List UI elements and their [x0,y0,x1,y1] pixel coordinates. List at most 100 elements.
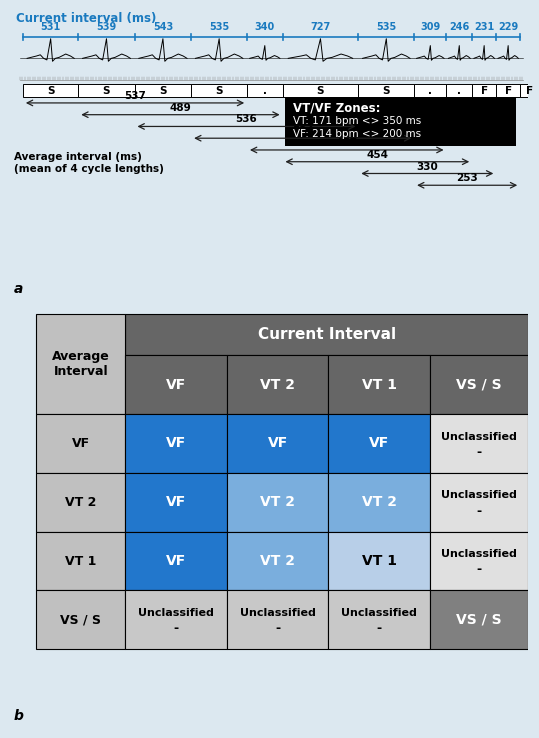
FancyBboxPatch shape [23,84,78,97]
Text: VF: VF [166,495,186,509]
Text: -: - [476,446,481,459]
Text: 535: 535 [376,22,396,32]
FancyBboxPatch shape [328,355,430,414]
Text: -: - [174,622,179,635]
Text: VT 2: VT 2 [65,496,96,508]
Text: 539: 539 [96,22,116,32]
Text: S: S [317,86,324,96]
FancyBboxPatch shape [358,84,414,97]
Text: S: S [383,86,390,96]
FancyBboxPatch shape [36,414,126,473]
FancyBboxPatch shape [227,414,328,473]
Text: -: - [275,622,280,635]
Text: F: F [526,86,533,96]
FancyBboxPatch shape [520,84,538,97]
Text: VF: VF [267,436,288,450]
Text: S: S [216,86,223,96]
FancyBboxPatch shape [36,590,126,649]
FancyBboxPatch shape [227,590,328,649]
Text: Unclassified: Unclassified [240,608,315,618]
Text: VF: 214 bpm <> 200 ms: VF: 214 bpm <> 200 ms [293,129,421,139]
FancyBboxPatch shape [285,97,516,146]
Text: Current interval (ms): Current interval (ms) [16,13,156,25]
Text: Unclassified: Unclassified [341,608,417,618]
Text: 543: 543 [153,22,173,32]
Text: Unclassified: Unclassified [441,491,517,500]
FancyBboxPatch shape [496,84,520,97]
FancyBboxPatch shape [247,84,282,97]
Text: 489: 489 [170,103,191,113]
Text: .: . [429,86,432,96]
Text: VF: VF [72,437,90,450]
Text: .: . [457,86,461,96]
Text: 340: 340 [254,22,275,32]
Text: VF: VF [166,378,186,392]
Text: .: . [263,86,267,96]
FancyBboxPatch shape [126,531,227,590]
FancyBboxPatch shape [126,590,227,649]
Text: 477: 477 [336,138,358,148]
Text: VF: VF [166,436,186,450]
FancyBboxPatch shape [36,531,126,590]
FancyBboxPatch shape [430,473,528,531]
Text: VT 1: VT 1 [362,378,397,392]
FancyBboxPatch shape [328,414,430,473]
Text: VF: VF [166,554,186,568]
Text: -: - [476,563,481,576]
Text: VS / S: VS / S [60,613,101,627]
FancyBboxPatch shape [446,84,472,97]
FancyBboxPatch shape [78,84,135,97]
Text: 537: 537 [124,91,146,101]
FancyBboxPatch shape [227,531,328,590]
FancyBboxPatch shape [126,414,227,473]
Text: S: S [47,86,54,96]
FancyBboxPatch shape [36,473,126,531]
Text: 253: 253 [457,173,478,183]
FancyBboxPatch shape [328,531,430,590]
FancyBboxPatch shape [430,414,528,473]
Text: -: - [476,505,481,517]
Text: Average interval (ms)
(mean of 4 cycle lengths): Average interval (ms) (mean of 4 cycle l… [14,152,164,173]
Text: F: F [505,86,512,96]
Text: Unclassified: Unclassified [441,432,517,441]
Text: Average
Interval: Average Interval [52,350,109,378]
Text: 330: 330 [417,162,438,171]
Text: S: S [103,86,110,96]
Text: VT 2: VT 2 [260,495,295,509]
Text: Current Interval: Current Interval [258,327,396,342]
Text: 727: 727 [310,22,330,32]
Text: 309: 309 [420,22,440,32]
Text: S: S [159,86,167,96]
Text: 229: 229 [498,22,519,32]
Text: VT: 171 bpm <> 350 ms: VT: 171 bpm <> 350 ms [293,116,421,125]
FancyBboxPatch shape [126,355,227,414]
FancyBboxPatch shape [328,590,430,649]
Text: VT 2: VT 2 [362,495,397,509]
Text: a: a [14,281,23,295]
Text: VT/VF Zones:: VT/VF Zones: [293,102,381,115]
FancyBboxPatch shape [328,473,430,531]
Text: 231: 231 [474,22,494,32]
FancyBboxPatch shape [135,84,191,97]
Text: VT 1: VT 1 [362,554,397,568]
Text: 246: 246 [449,22,469,32]
FancyBboxPatch shape [191,84,247,97]
FancyBboxPatch shape [414,84,446,97]
Text: b: b [14,708,24,723]
Text: VT 2: VT 2 [260,378,295,392]
Text: VS / S: VS / S [456,378,502,392]
Text: Unclassified: Unclassified [441,549,517,559]
Text: VT 1: VT 1 [65,554,96,568]
FancyBboxPatch shape [36,314,126,414]
FancyBboxPatch shape [430,531,528,590]
FancyBboxPatch shape [227,473,328,531]
Text: VF: VF [369,436,389,450]
FancyBboxPatch shape [430,590,528,649]
FancyBboxPatch shape [430,355,528,414]
FancyBboxPatch shape [472,84,496,97]
Text: 536: 536 [236,114,257,125]
Text: 535: 535 [209,22,229,32]
FancyBboxPatch shape [227,355,328,414]
FancyBboxPatch shape [126,314,528,355]
Text: 531: 531 [40,22,61,32]
